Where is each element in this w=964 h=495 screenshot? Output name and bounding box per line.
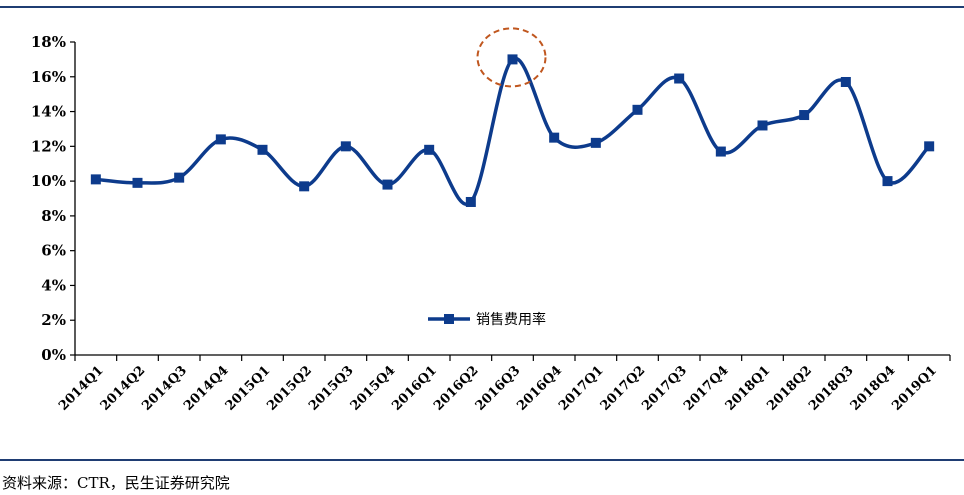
x-tick-label: 2019Q1 (889, 363, 940, 414)
x-tick-label: 2015Q2 (264, 363, 315, 414)
data-point-marker (340, 141, 351, 152)
data-point-marker (757, 120, 768, 131)
source-note: 资料来源：CTR，民生证券研究院 (2, 474, 230, 492)
data-point-marker (632, 104, 643, 115)
x-tick-label: 2017Q2 (598, 363, 649, 414)
data-point-marker (674, 73, 685, 84)
x-tick-label: 2015Q3 (306, 363, 357, 414)
y-tick-label: 12% (31, 137, 66, 155)
bottom-rule (0, 459, 964, 461)
data-point-marker (132, 177, 143, 188)
top-rule (0, 6, 964, 8)
y-tick-label: 8% (41, 207, 66, 225)
y-tick-label: 18% (31, 33, 66, 51)
data-point-marker (882, 176, 893, 187)
data-point-marker (257, 144, 268, 155)
series-group (90, 54, 935, 207)
data-point-marker (590, 137, 601, 148)
x-tick-label: 2014Q3 (139, 363, 190, 414)
highlight-circle (476, 27, 547, 88)
chart-axes (74, 42, 950, 356)
y-tick-label: 10% (31, 172, 66, 190)
x-tick-label: 2015Q1 (223, 363, 274, 414)
data-point-marker (799, 110, 810, 121)
data-point-marker (90, 174, 101, 185)
x-tick-label: 2015Q4 (348, 363, 399, 414)
y-tick-label: 0% (41, 346, 66, 364)
data-point-marker (465, 196, 476, 207)
x-tick-label: 2018Q3 (806, 363, 857, 414)
y-axis-ticks: 0% 2% 4% 6% 8% 10% 12% 14% 16% 18% (31, 33, 75, 364)
y-tick-label: 16% (31, 68, 66, 86)
x-tick-label: 2014Q1 (56, 363, 107, 414)
x-tick-label: 2014Q4 (181, 363, 232, 414)
x-tick-label: 2017Q3 (639, 363, 690, 414)
legend: 销售费用率 (428, 311, 546, 328)
x-tick-label: 2016Q4 (514, 363, 565, 414)
data-point-marker (507, 54, 518, 65)
x-tick-label: 2016Q3 (473, 363, 524, 414)
y-tick-label: 4% (41, 276, 66, 294)
line-chart: 0%2%4%6%8%10%12%14%16%18% 2014Q12014Q220… (31, 27, 951, 414)
data-point-marker (174, 172, 185, 183)
data-point-marker (424, 144, 435, 155)
data-point-marker (715, 146, 726, 157)
data-point-marker (299, 181, 310, 192)
x-axis-ticks: 2014Q12014Q22014Q32014Q42015Q12015Q22015… (56, 355, 951, 414)
data-point-marker (382, 179, 393, 190)
x-tick-label: 2018Q1 (723, 363, 774, 414)
x-tick-label: 2017Q4 (681, 363, 732, 414)
data-point-marker (549, 132, 560, 143)
x-tick-label: 2016Q1 (389, 363, 440, 414)
legend-label: 销售费用率 (476, 311, 546, 328)
x-tick-label: 2016Q2 (431, 363, 482, 414)
highlight-group (476, 27, 547, 88)
x-tick-label: 2018Q2 (764, 363, 815, 414)
data-point-marker (924, 141, 935, 152)
legend-marker (444, 314, 454, 324)
data-point-marker (840, 76, 851, 87)
data-point-marker (215, 134, 226, 145)
y-tick-label: 6% (41, 242, 66, 260)
x-tick-label: 2018Q4 (848, 363, 899, 414)
x-tick-label: 2014Q2 (98, 363, 149, 414)
x-tick-label: 2017Q1 (556, 363, 607, 414)
series-line (95, 56, 931, 206)
y-tick-label: 14% (31, 103, 66, 121)
y-tick-label: 2% (41, 311, 66, 329)
